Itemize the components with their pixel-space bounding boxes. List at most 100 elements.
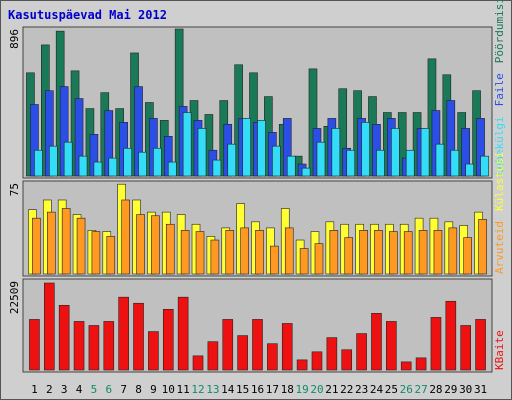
legend-entry: Pöördumisi <box>493 0 506 63</box>
bar <box>326 337 338 371</box>
bar <box>44 282 55 371</box>
bar <box>136 214 145 275</box>
x-tick-label: 22 <box>340 383 353 396</box>
x-tick-label: 24 <box>370 383 384 396</box>
chart-title: Kasutuspäevad Mai 2012 <box>8 8 167 22</box>
bar <box>133 302 144 371</box>
x-tick-label: 29 <box>444 383 457 396</box>
y-tick-label: 22509 <box>8 281 21 314</box>
x-tick-label: 5 <box>91 383 98 396</box>
bar <box>182 112 192 177</box>
bar <box>331 128 341 177</box>
legend-entry: Faile <box>493 73 506 106</box>
bar <box>361 122 370 177</box>
bar <box>314 243 324 275</box>
legend: Lehekülgi Faile Pöördumisi <box>493 0 506 176</box>
x-tick-label: 27 <box>414 383 427 396</box>
bar <box>267 343 278 371</box>
y-tick-label: 896 <box>8 29 21 49</box>
bar <box>227 143 237 177</box>
x-tick-label: 26 <box>400 383 413 396</box>
bar <box>281 323 293 371</box>
bar <box>255 230 264 275</box>
bar <box>329 230 339 275</box>
bar <box>162 309 174 371</box>
bar <box>165 223 175 275</box>
x-tick-label: 18 <box>281 383 294 396</box>
bar <box>371 313 382 371</box>
bar <box>296 359 308 371</box>
bar <box>91 231 101 275</box>
bar <box>450 149 460 177</box>
bar <box>480 155 489 177</box>
bar <box>346 149 356 177</box>
bar <box>222 319 234 371</box>
bar <box>237 335 248 371</box>
bar <box>242 118 251 177</box>
bar <box>118 296 129 371</box>
bar <box>195 231 205 275</box>
bar <box>270 245 279 275</box>
bar <box>34 149 43 177</box>
bar <box>121 199 130 275</box>
bar <box>78 155 88 177</box>
x-tick-label: 7 <box>120 383 127 396</box>
bar <box>448 227 458 275</box>
legend-entry: KBaite <box>493 330 506 370</box>
bar <box>299 248 309 275</box>
bar <box>58 304 70 371</box>
bar <box>180 230 190 275</box>
bar <box>374 230 383 275</box>
bar <box>123 147 132 177</box>
legend: KBaite <box>493 330 506 370</box>
bar <box>341 349 353 371</box>
x-tick-label: 11 <box>177 383 190 396</box>
bar <box>286 155 296 177</box>
bar <box>88 325 100 371</box>
bar <box>49 145 58 177</box>
x-tick-label: 17 <box>266 383 279 396</box>
bar <box>103 321 115 371</box>
x-tick-label: 13 <box>206 383 219 396</box>
x-tick-label: 4 <box>76 383 83 396</box>
bar <box>376 149 385 177</box>
bar <box>359 230 368 275</box>
x-tick-label: 16 <box>251 383 264 396</box>
legend-entry: Külastusi <box>493 151 506 211</box>
x-tick-label: 6 <box>105 383 112 396</box>
bar <box>415 357 427 371</box>
x-tick-label: 12 <box>191 383 204 396</box>
bar <box>73 321 85 371</box>
bar <box>391 128 400 177</box>
bar <box>460 325 471 371</box>
bar <box>93 161 103 177</box>
bar <box>463 237 472 275</box>
bar <box>197 128 207 177</box>
bar <box>475 319 486 371</box>
bar <box>284 227 294 275</box>
bar <box>430 317 442 371</box>
x-tick-label: 3 <box>61 383 68 396</box>
bar <box>63 141 73 177</box>
bar <box>272 145 281 177</box>
bar <box>167 161 177 177</box>
bar <box>252 319 263 371</box>
y-tick-label: 75 <box>8 183 21 196</box>
bar <box>225 230 235 275</box>
bar <box>47 211 56 275</box>
x-tick-label: 9 <box>150 383 157 396</box>
bar <box>356 333 367 371</box>
x-tick-label: 14 <box>221 383 235 396</box>
x-tick-label: 23 <box>355 383 368 396</box>
x-tick-label: 28 <box>429 383 442 396</box>
legend-entry: Arvuteid <box>493 221 506 274</box>
x-tick-label: 1 <box>31 383 38 396</box>
bar <box>192 355 204 371</box>
bar <box>389 231 398 275</box>
bar <box>106 236 116 275</box>
legend: Arvuteid Külastusi <box>493 151 506 274</box>
bar <box>257 120 266 177</box>
bar <box>210 239 220 275</box>
bar <box>108 157 118 177</box>
